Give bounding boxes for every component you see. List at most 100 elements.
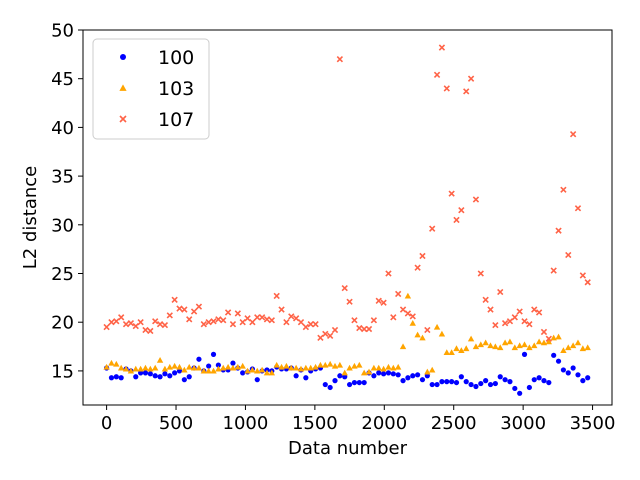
data-point — [584, 279, 591, 286]
data-point — [365, 325, 373, 333]
data-point — [487, 306, 494, 313]
data-point — [234, 363, 242, 370]
data-point — [263, 316, 271, 323]
data-point — [346, 298, 353, 305]
data-point — [380, 365, 387, 372]
data-point — [449, 379, 455, 385]
data-point — [176, 363, 183, 370]
data-point — [210, 367, 217, 374]
data-point — [497, 288, 504, 296]
data-point — [312, 320, 319, 328]
data-point — [506, 338, 514, 345]
data-point — [147, 371, 153, 377]
data-point — [565, 251, 572, 259]
data-point — [574, 339, 582, 346]
data-point — [234, 310, 241, 317]
data-point — [312, 363, 319, 370]
data-point — [268, 317, 275, 324]
data-point — [526, 384, 532, 391]
data-point — [181, 377, 187, 383]
data-point — [176, 305, 183, 312]
data-point — [521, 341, 528, 348]
data-point — [531, 306, 538, 313]
data-point — [370, 317, 378, 324]
data-point — [551, 352, 557, 358]
data-point — [468, 381, 474, 388]
data-point — [244, 367, 251, 374]
data-point — [424, 373, 430, 379]
data-point — [307, 364, 314, 371]
data-point — [108, 319, 115, 326]
x-tick-label: 1500 — [292, 413, 338, 434]
data-point — [297, 365, 305, 372]
data-point — [220, 317, 227, 324]
data-point — [161, 321, 169, 329]
data-point — [268, 369, 276, 376]
data-point — [127, 367, 135, 374]
data-point — [473, 383, 479, 390]
data-point — [501, 339, 509, 346]
data-point — [511, 314, 518, 321]
data-point — [152, 373, 158, 379]
data-point — [151, 364, 159, 371]
x-tick-label: 500 — [159, 413, 193, 434]
data-point — [414, 264, 421, 271]
data-point — [190, 364, 198, 371]
data-point — [157, 374, 163, 380]
data-point — [278, 363, 285, 370]
data-point — [133, 374, 139, 380]
legend-box — [92, 38, 210, 140]
data-point — [249, 366, 256, 373]
data-point — [405, 375, 411, 381]
legend-label: 107 — [158, 109, 194, 131]
data-point — [477, 341, 484, 348]
data-point — [555, 333, 562, 340]
data-point — [332, 378, 338, 384]
data-point — [230, 360, 236, 366]
x-tick-label: 2500 — [431, 413, 477, 434]
data-point — [360, 325, 368, 333]
data-point — [142, 326, 149, 334]
data-point — [351, 317, 358, 324]
data-point — [453, 379, 460, 386]
y-axis-label: L2 distance — [20, 166, 41, 269]
data-point — [565, 344, 572, 351]
data-point — [181, 306, 188, 313]
data-point — [224, 309, 232, 316]
legend-marker — [119, 115, 127, 123]
data-point — [288, 364, 295, 371]
data-point — [351, 362, 358, 369]
x-tick-label: 0 — [101, 413, 112, 434]
data-point — [560, 186, 567, 193]
data-point — [365, 368, 373, 375]
data-point — [385, 270, 392, 277]
data-point — [302, 323, 310, 331]
data-point — [273, 292, 280, 300]
data-point — [540, 328, 548, 336]
data-point — [176, 368, 183, 374]
data-point — [370, 364, 378, 371]
data-point — [395, 372, 401, 378]
data-point — [195, 303, 203, 310]
data-point — [239, 362, 246, 369]
data-point — [322, 330, 329, 338]
data-point — [517, 390, 523, 396]
data-point — [467, 75, 475, 82]
data-point — [288, 313, 295, 320]
data-point — [297, 319, 305, 326]
data-point — [351, 379, 358, 386]
data-point — [433, 323, 441, 330]
data-point — [458, 207, 465, 214]
data-point — [492, 380, 498, 387]
data-point — [273, 361, 280, 368]
data-point — [103, 363, 110, 370]
data-point — [506, 318, 514, 325]
data-point — [569, 342, 577, 349]
data-point — [127, 320, 135, 327]
series-103 — [103, 292, 591, 376]
data-point — [356, 324, 363, 332]
data-point — [200, 320, 207, 328]
data-point — [497, 374, 503, 380]
data-point — [326, 332, 334, 340]
data-point — [346, 381, 353, 388]
